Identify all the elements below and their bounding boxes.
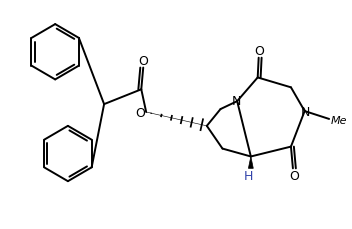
Text: H: H	[244, 170, 253, 183]
Text: N: N	[301, 105, 310, 118]
Text: O: O	[255, 45, 265, 58]
Text: O: O	[138, 55, 148, 68]
Text: Me: Me	[331, 115, 347, 125]
Polygon shape	[249, 157, 253, 169]
Text: O: O	[135, 106, 145, 119]
Text: N: N	[232, 94, 241, 107]
Text: O: O	[289, 169, 299, 182]
